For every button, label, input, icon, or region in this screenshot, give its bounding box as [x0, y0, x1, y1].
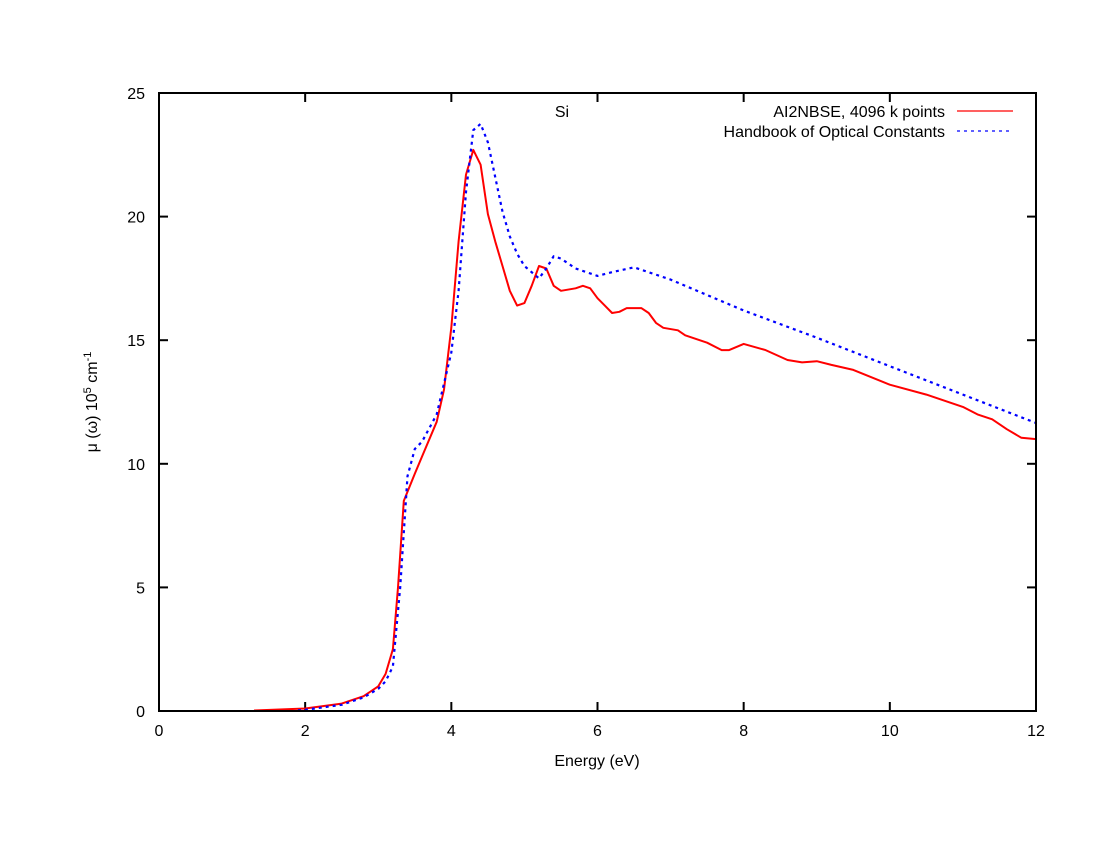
y-axis-label: μ (ω) 105 cm-1 [82, 352, 101, 453]
x-tick-label: 2 [301, 723, 310, 740]
x-tick-label: 8 [739, 723, 748, 740]
y-tick-label: 0 [136, 704, 145, 721]
y-label-sup2: -1 [82, 352, 94, 362]
x-tick-label: 6 [593, 723, 602, 740]
legend-label-0: AI2NBSE, 4096 k points [773, 104, 945, 121]
y-tick-label: 5 [136, 580, 145, 597]
legend: AI2NBSE, 4096 k points Handbook of Optic… [724, 104, 1013, 141]
series-line-0 [253, 148, 1037, 712]
y-tick-label: 20 [127, 210, 145, 227]
y-tick-label: 10 [127, 457, 145, 474]
y-label-main: μ (ω) 10 [84, 393, 101, 452]
y-label-sup1: 5 [82, 387, 94, 393]
x-axis-label: Energy (eV) [554, 753, 639, 770]
x-tick-label: 4 [447, 723, 456, 740]
legend-label-1: Handbook of Optical Constants [724, 124, 945, 141]
plot-frame [158, 92, 1037, 712]
x-tick-label: 12 [1027, 723, 1045, 740]
y-tick-label: 15 [127, 333, 145, 350]
x-tick-label: 10 [881, 723, 899, 740]
series-line-1 [297, 122, 1037, 712]
chart-title: Si [555, 104, 569, 121]
x-tick-label: 0 [155, 723, 164, 740]
y-tick-label: 25 [127, 86, 145, 103]
y-label-mid: cm [84, 361, 101, 387]
